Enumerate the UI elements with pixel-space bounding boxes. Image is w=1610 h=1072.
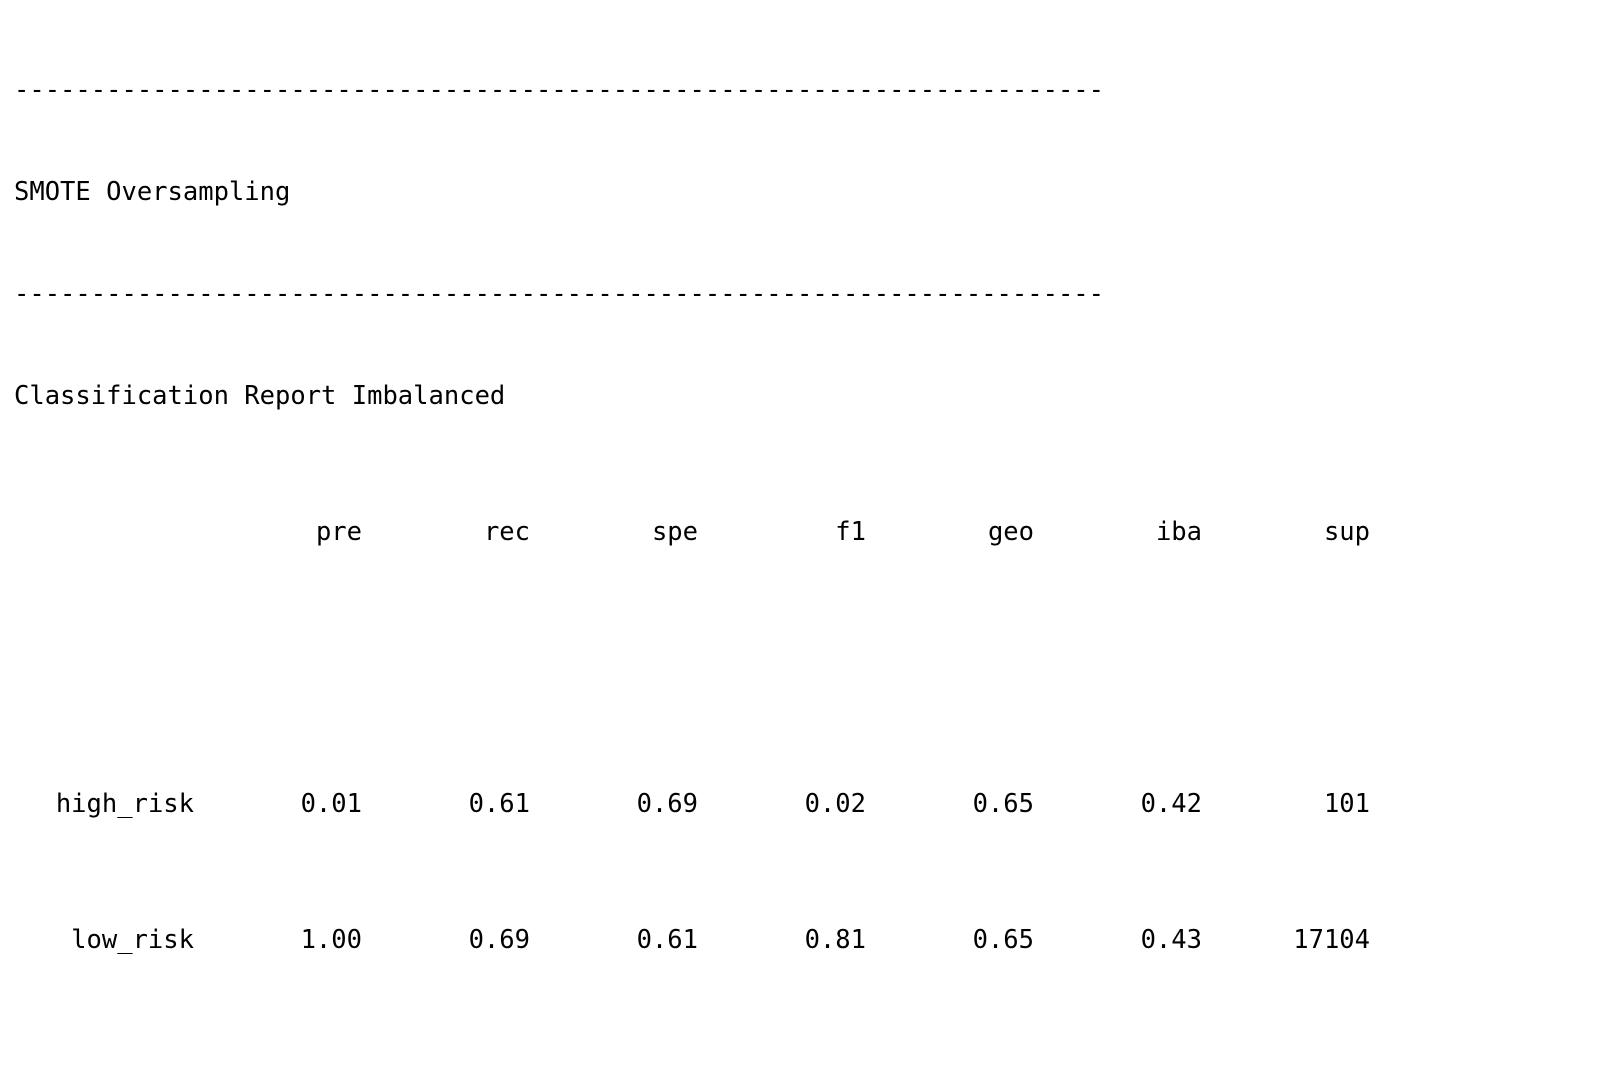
report-header-row: pre rec spe f1 geo iba sup [14, 515, 1370, 549]
col-header-sup: sup [1323, 517, 1370, 547]
row-label: low_risk [71, 925, 194, 955]
cell-spe: 0.61 [636, 925, 698, 955]
divider-top: ----------------------------------------… [14, 75, 1105, 105]
cell-spe: 0.69 [636, 789, 698, 819]
col-header-pre: pre [315, 517, 362, 547]
col-header-iba: iba [1155, 517, 1202, 547]
cell-geo: 0.65 [972, 789, 1034, 819]
blank-line [14, 651, 1370, 685]
cell-sup: 17104 [1293, 925, 1370, 955]
cell-pre: 1.00 [300, 925, 362, 955]
row-label: high_risk [55, 789, 194, 819]
cell-iba: 0.42 [1140, 789, 1202, 819]
cell-pre: 0.01 [300, 789, 362, 819]
report-row-low-risk: low_risk 1.00 0.69 0.61 0.81 0.65 0.43 1… [14, 923, 1370, 957]
cell-f1: 0.02 [804, 789, 866, 819]
cell-rec: 0.69 [468, 925, 530, 955]
cell-rec: 0.61 [468, 789, 530, 819]
cell-sup: 101 [1323, 789, 1370, 819]
col-header-spe: spe [651, 517, 698, 547]
col-header-f1: f1 [835, 517, 866, 547]
blank-line [14, 1059, 1370, 1072]
cell-f1: 0.81 [804, 925, 866, 955]
console-output: ----------------------------------------… [14, 5, 1370, 1072]
cell-geo: 0.65 [972, 925, 1034, 955]
col-header-rec: rec [483, 517, 530, 547]
divider-under-title: ----------------------------------------… [14, 279, 1105, 309]
report-row-high-risk: high_risk 0.01 0.61 0.69 0.02 0.65 0.42 … [14, 787, 1370, 821]
report-title: Classification Report Imbalanced [14, 381, 506, 411]
section-title: SMOTE Oversampling [14, 177, 291, 207]
col-header-geo: geo [987, 517, 1034, 547]
cell-iba: 0.43 [1140, 925, 1202, 955]
